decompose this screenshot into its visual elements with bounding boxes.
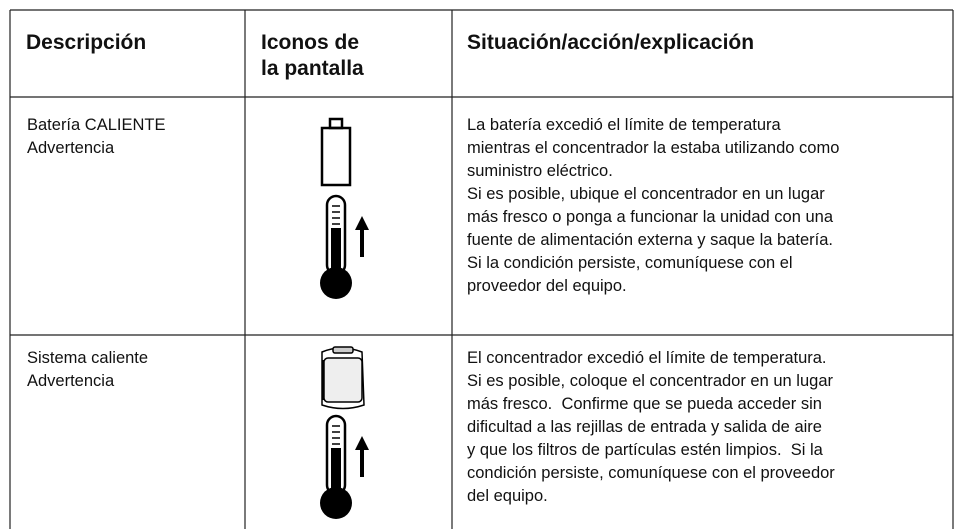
text-line: la pantalla xyxy=(261,57,364,80)
header-cell: Iconos de la pantalla xyxy=(261,30,364,82)
device-icon xyxy=(321,346,365,410)
text-line: Descripción xyxy=(26,31,147,54)
text-line: condición persiste, comuníquese con el p… xyxy=(467,464,835,482)
text-line: Si la condición persiste, comuníquese co… xyxy=(467,254,793,272)
header-cell: Descripción xyxy=(26,30,146,56)
thermometer-icon xyxy=(320,194,369,299)
text-line: más fresco o ponga a funcionar la unidad… xyxy=(467,208,833,226)
description-cell: Sistema caliente Advertencia xyxy=(27,347,148,393)
text-line: La batería excedió el límite de temperat… xyxy=(467,116,781,134)
header-cell: Situación/acción/explicación xyxy=(467,30,754,56)
text-line: Advertencia xyxy=(27,372,115,390)
text-line: del equipo. xyxy=(467,487,548,505)
thermometer-icon xyxy=(320,414,369,519)
explanation-cell: La batería excedió el límite de temperat… xyxy=(467,114,839,298)
text-line: Situación/acción/explicación xyxy=(467,31,755,54)
text-line: Batería CALIENTE xyxy=(27,116,166,134)
text-line: mientras el concentrador la estaba utili… xyxy=(467,139,840,157)
battery-icon xyxy=(320,117,352,187)
text-line: Si es posible, coloque el concentrador e… xyxy=(467,372,833,390)
text-line: Iconos de xyxy=(261,31,360,54)
explanation-cell: El concentrador excedió el límite de tem… xyxy=(467,347,835,508)
text-line: suministro eléctrico. xyxy=(467,162,613,180)
description-cell: Batería CALIENTE Advertencia xyxy=(27,114,165,160)
text-line: proveedor del equipo. xyxy=(467,277,627,295)
text-line: Advertencia xyxy=(27,139,115,157)
text-line: dificultad a las rejillas de entrada y s… xyxy=(467,418,822,436)
text-line: más fresco. Confirme que se pueda accede… xyxy=(467,395,822,413)
text-line: El concentrador excedió el límite de tem… xyxy=(467,349,827,367)
text-line: Si es posible, ubique el concentrador en… xyxy=(467,185,825,203)
text-line: fuente de alimentación externa y saque l… xyxy=(467,231,833,249)
text-line: y que los filtros de partículas estén li… xyxy=(467,441,823,459)
text-line: Sistema caliente xyxy=(27,349,149,367)
